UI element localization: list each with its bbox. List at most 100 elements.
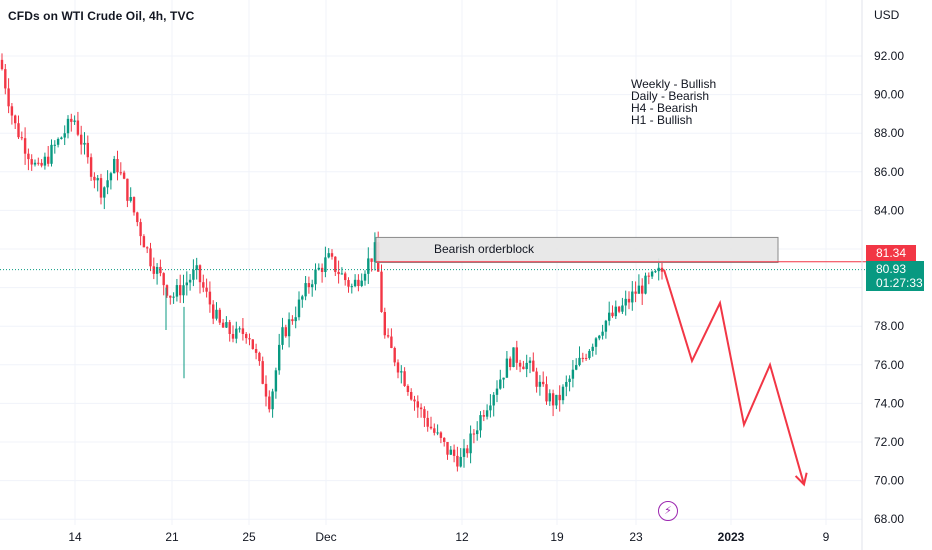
candle-body-48 [159,266,162,274]
candle-body-41 [136,212,139,223]
candle-body-23 [76,120,80,135]
candle-body-31 [103,187,106,198]
candle-body-34 [113,158,116,174]
candle-body-184 [608,312,611,321]
bar-countdown: 01:27:33 [876,276,923,290]
candle-body-182 [601,331,604,336]
candle-body-172 [568,378,571,382]
note-h1: H1 - Bullish [631,113,693,127]
candle-body-27 [89,157,93,177]
candle-body-74 [245,333,248,339]
y-tick-label: 72.00 [874,435,904,449]
x-tick-label: 9 [823,530,830,544]
lightning-icon[interactable]: ⚡ [658,501,678,521]
candle-body-176 [581,357,584,359]
candle-body-37 [122,172,126,179]
candle-body-137 [452,449,456,456]
candle-body-96 [317,267,320,270]
x-tick-label: 21 [165,530,179,544]
y-tick-label: 88.00 [874,126,904,140]
candle-body-151 [499,379,502,389]
candle-body-116 [383,312,386,336]
candle-body-85 [281,327,284,345]
candle-body-22 [73,120,76,122]
candle-body-81 [268,396,271,410]
candle-body-179 [591,346,594,351]
candle-body-180 [594,338,598,347]
candle-body-198 [654,271,657,273]
candle-body-51 [169,295,172,298]
candle-body-1 [4,69,7,89]
candle-body-53 [175,285,179,297]
y-tick-label: 92.00 [874,49,904,63]
x-axis-labels: 14 21 25 Dec 12 19 23 2023 9 [68,530,829,544]
candle-body-64 [212,304,215,319]
candle-body-72 [238,328,241,330]
candle-body-61 [202,282,205,288]
candle-body-183 [604,320,608,332]
candle-body-155 [512,347,515,367]
candle-body-113 [373,242,377,262]
candle-body-66 [218,309,221,323]
candle-body-173 [571,369,575,379]
candle-body-200 [660,267,664,272]
candle-body-4 [14,115,17,124]
chart-grid [0,0,862,525]
candle-body-171 [565,381,568,387]
candle-body-112 [370,258,373,262]
candle-body-144 [476,430,479,435]
candle-body-16 [53,144,56,146]
candle-body-93 [307,283,311,288]
candle-body-92 [304,283,307,297]
candle-body-157 [518,362,522,367]
candle-body-193 [637,285,641,294]
candle-body-90 [297,299,301,318]
chart-title: CFDs on WTI Crude Oil, 4h, TVC [8,9,195,23]
candle-body-84 [278,344,281,371]
last-price-value: 80.93 [876,262,907,276]
candle-body-196 [647,275,650,277]
candle-body-126 [416,401,419,408]
y-tick-label: 78.00 [874,319,904,333]
y-axis-unit: USD [874,8,900,22]
projection-path[interactable] [663,269,805,485]
candle-body-106 [350,286,353,288]
candle-body-11 [37,162,40,164]
candle-body-118 [390,336,393,348]
candle-body-149 [492,394,495,406]
candle-body-5 [17,123,20,138]
candle-body-119 [393,347,396,363]
candle-body-15 [50,144,53,164]
candle-body-158 [522,366,525,370]
candle-body-68 [225,322,228,328]
candle-body-197 [650,271,654,277]
candle-body-156 [515,347,518,363]
candle-body-36 [119,172,122,174]
candle-body-174 [575,365,578,370]
candle-body-127 [419,407,423,410]
candle-body-80 [264,383,268,397]
y-axis-labels: 92.00 90.00 88.00 86.00 84.00 78.00 76.00 74.00… [874,49,904,526]
y-tick-label: 68.00 [874,512,904,526]
candle-body-32 [106,180,109,188]
candle-body-40 [132,197,136,213]
candle-body-88 [291,319,294,322]
candle-body-86 [284,327,287,337]
candle-body-191 [631,291,634,303]
candle-body-89 [294,317,297,322]
candle-body-38 [126,178,129,201]
candle-body-8 [27,153,30,160]
candle-body-162 [535,371,538,387]
level-price-tag: 81.34 [866,245,916,261]
candle-body-109 [360,280,363,286]
candle-body-95 [314,269,317,285]
candle-body-33 [109,173,113,181]
candle-body-153 [505,358,509,378]
y-tick-label: 90.00 [874,88,904,102]
orderblock-zone[interactable] [375,236,779,264]
candle-body-10 [33,162,37,165]
candle-body-125 [413,399,416,402]
candle-body-136 [449,449,452,455]
candle-body-50 [165,285,169,296]
